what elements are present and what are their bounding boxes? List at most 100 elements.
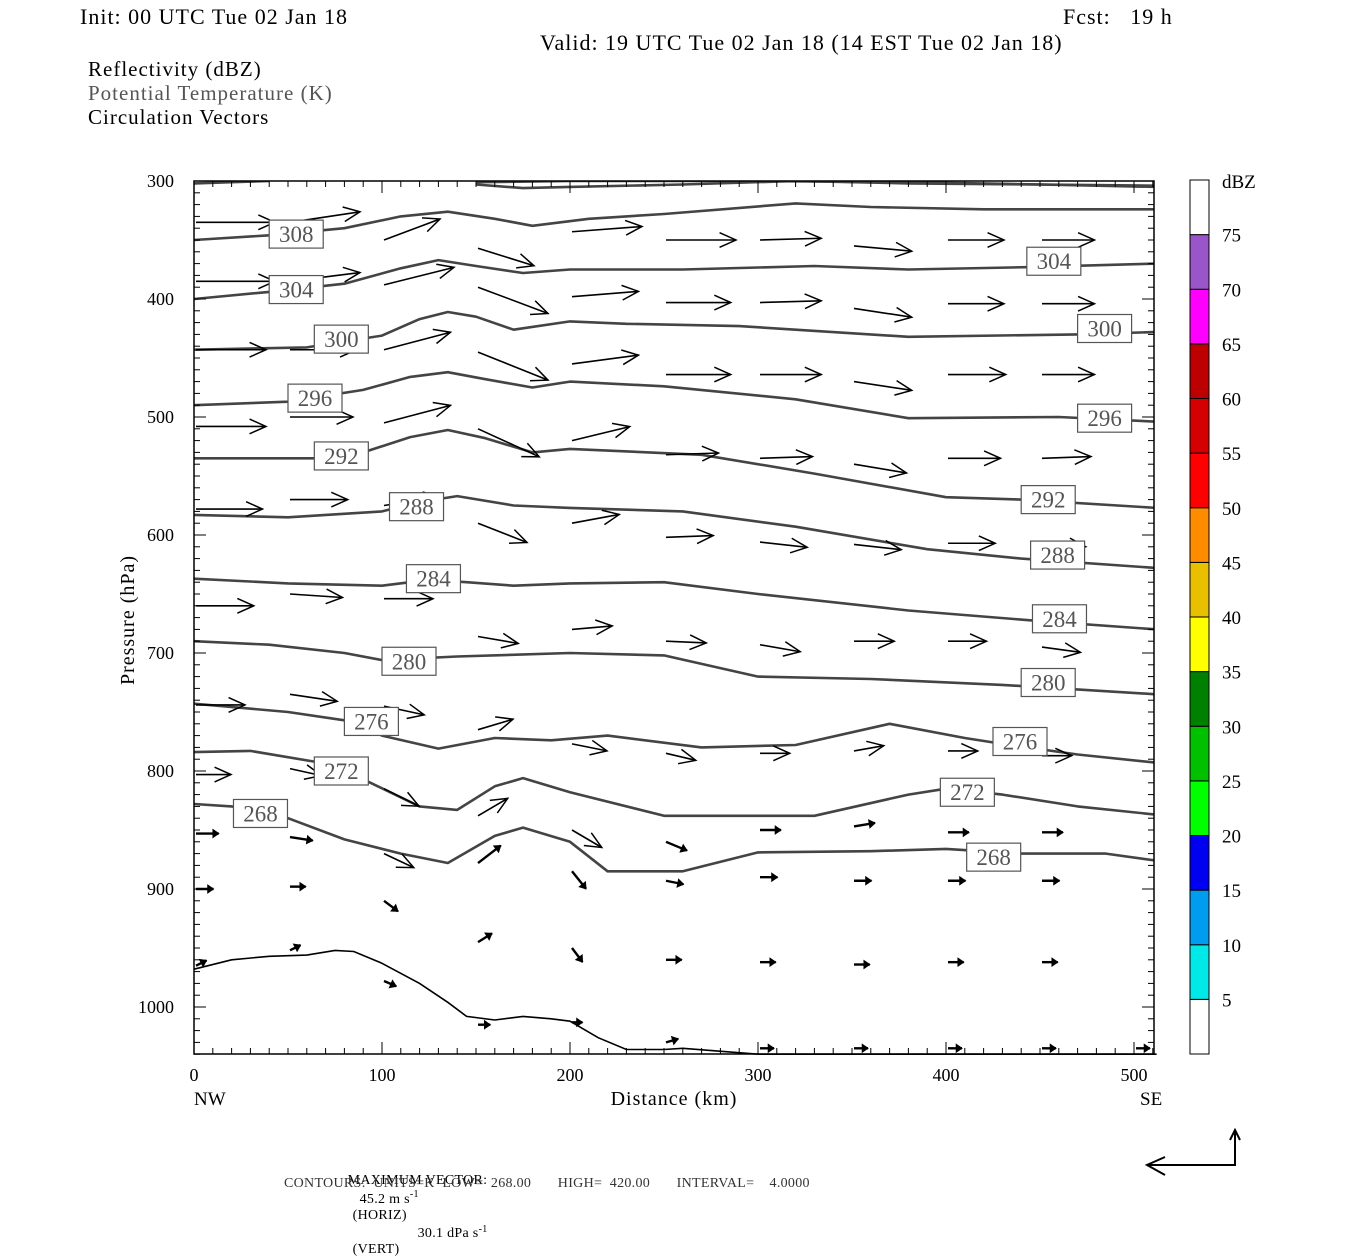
circulation-vector [759,537,810,554]
contour-label-text: 288 [399,495,434,520]
colorbar-swatch [1189,725,1210,782]
circulation-vector [571,829,604,849]
colorbar-level-label: 60 [1222,390,1241,411]
vert-tag: (VERT) [352,1242,400,1258]
contour-label-text: 284 [1042,607,1077,632]
circulation-vector [477,522,529,545]
circulation-vector [854,959,871,970]
contours-info: CONTOURS: UNITS=K LOW= 268.00 HIGH= 420.… [284,1176,810,1191]
init-time: Init: 00 UTC Tue 02 Jan 18 [80,4,349,29]
circulation-vector [571,422,632,442]
theta-contour-284 [194,577,1154,631]
axes: 0 100 200 300 400 500 300 400 500 600 700 800 900 100… [138,171,1155,1085]
circulation-vector [948,450,1003,467]
circulation-vector [948,827,970,838]
circulation-vector [196,341,268,358]
circulation-vector [1042,1043,1057,1054]
circulation-vector [665,1035,680,1046]
circulation-vector [666,294,733,311]
x-tick-label: 0 [190,1065,199,1085]
colorbar-swatch [1189,671,1210,727]
colorbar-swatch [1189,452,1210,509]
circulation-vector [1042,366,1097,383]
contour-label: 284 [405,564,462,594]
terrain-line [193,949,1157,1055]
circulation-vector [289,588,345,605]
contour-label-text: 292 [1031,488,1066,513]
contour-label: 276 [992,726,1048,757]
circulation-vector [571,619,615,636]
theta-contour-308 [194,202,1154,242]
contour-label-text: 292 [324,444,359,469]
circulation-vector [477,797,510,817]
contour-label-text: 304 [1037,249,1072,274]
colorbar-level-label: 15 [1222,881,1241,902]
circulation-vector [759,230,824,247]
circulation-vector [196,214,277,231]
circulation-vector [948,633,989,650]
y-tick-label: 300 [147,171,174,191]
contour-label: 288 [388,492,445,522]
colorbar-unit-label: dBZ [1222,172,1256,193]
circulation-vector [665,634,709,651]
y-tick-label: 600 [147,525,174,545]
circulation-vector [571,870,587,890]
circulation-vector [289,943,302,953]
contour-label-text: 296 [1087,406,1122,431]
legend-potential-temperature: Potential Temperature (K) [88,81,333,105]
x-tick-label: 400 [933,1065,960,1085]
circulation-vector [571,349,641,366]
forecast-hour: Fcst: 19 h [1063,4,1173,29]
circulation-vector [1042,875,1061,886]
circulation-vector [853,740,886,757]
terrain [193,949,1157,1055]
colorbar-swatch [1189,889,1210,946]
colorbar-swatch [1189,398,1210,454]
circulation-vector [571,284,641,301]
circulation-vector [477,844,502,864]
y-axis-title: Pressure (hPa) [117,555,139,685]
contour-label-text: 276 [1003,730,1038,755]
circulation-vector [383,328,453,351]
circulation-vector [1042,295,1097,312]
circulation-vector [477,286,550,316]
colorbar-swatch [1189,507,1210,563]
circulation-vector [948,957,965,968]
circulation-vector [477,247,536,269]
contour-label: 308 [268,219,324,249]
colorbar-swatch [1189,561,1210,618]
horiz-tag: (HORIZ) [352,1207,407,1223]
legend-circulation-vectors: Circulation Vectors [88,105,270,129]
circulation-vector [477,351,550,382]
circulation-vector [383,979,398,989]
colorbar-swatch [1189,944,1210,1000]
reference-vector-icon [1144,1127,1241,1176]
y-tick-label: 700 [147,643,174,663]
circulation-vector [195,958,208,968]
contour-label-text: 300 [324,327,359,352]
circulation-vectors [195,206,1151,1054]
circulation-vector [1042,231,1097,249]
max-vector-line: MAXIMUM VECTOR: 45.2 m s-1 (HORIZ) 30.1 … [340,1157,488,1258]
legend-reflectivity: Reflectivity (dBZ) [88,57,262,81]
circulation-vector [760,745,792,762]
contour-label: 272 [939,777,995,807]
circulation-vector [196,501,265,518]
circulation-vector [665,840,688,853]
colorbar-swatch [1189,343,1210,399]
circulation-vector [571,219,644,236]
circulation-vector [196,597,256,614]
circulation-vector [196,696,247,713]
x-tick-label: 300 [745,1065,772,1085]
contour-label-text: 296 [298,386,333,411]
contour-label: 304 [268,274,324,305]
circulation-vector [196,828,220,839]
circulation-vector [760,1043,775,1054]
circulation-vector [759,293,824,310]
colorbar-level-label: 45 [1222,553,1241,574]
contour-label: 292 [1020,485,1076,515]
circulation-vector [571,947,584,963]
contour-label-text: 268 [976,845,1011,870]
circulation-vector [854,875,873,886]
